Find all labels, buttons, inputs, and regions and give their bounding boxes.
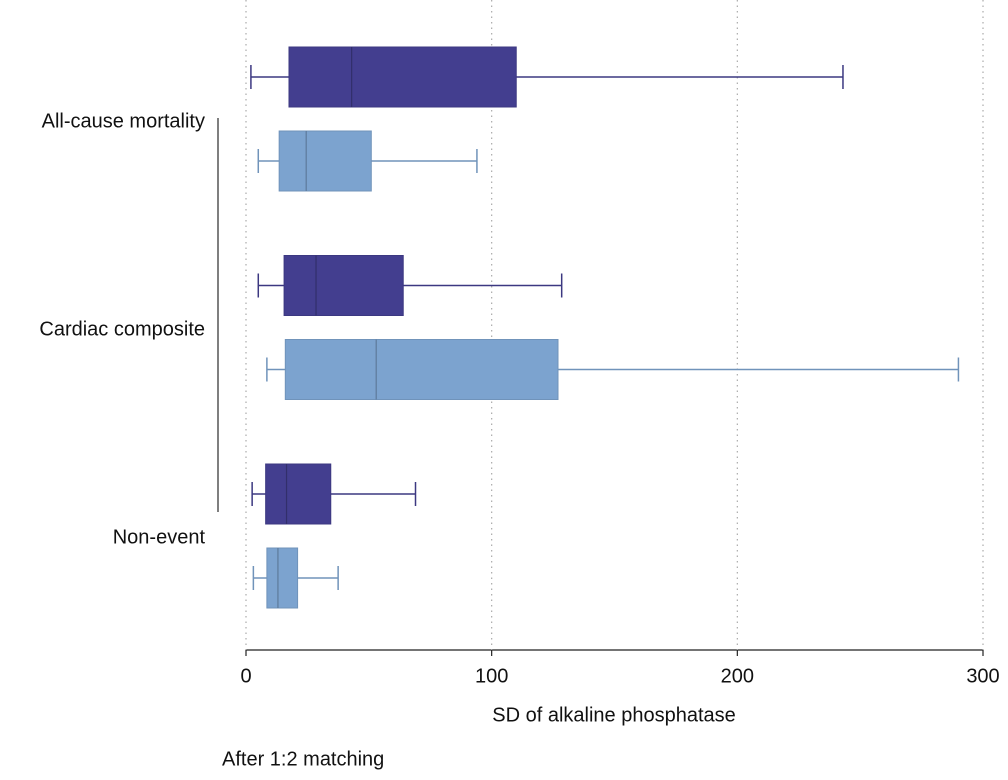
category-label: Non-event (113, 526, 206, 548)
x-axis-title: SD of alkaline phosphatase (492, 704, 736, 726)
box (284, 339, 559, 400)
x-tick-label: 200 (721, 665, 754, 687)
box (288, 46, 517, 108)
box (283, 255, 404, 316)
x-tick-label: 100 (475, 665, 508, 687)
box (265, 463, 332, 525)
note: After 1:2 matching (222, 748, 384, 770)
box (278, 130, 372, 192)
box (266, 547, 299, 609)
x-tick-label: 0 (240, 665, 251, 687)
x-tick-label: 300 (966, 665, 999, 687)
category-label: All-cause mortality (42, 110, 205, 132)
category-label: Cardiac composite (39, 318, 205, 340)
